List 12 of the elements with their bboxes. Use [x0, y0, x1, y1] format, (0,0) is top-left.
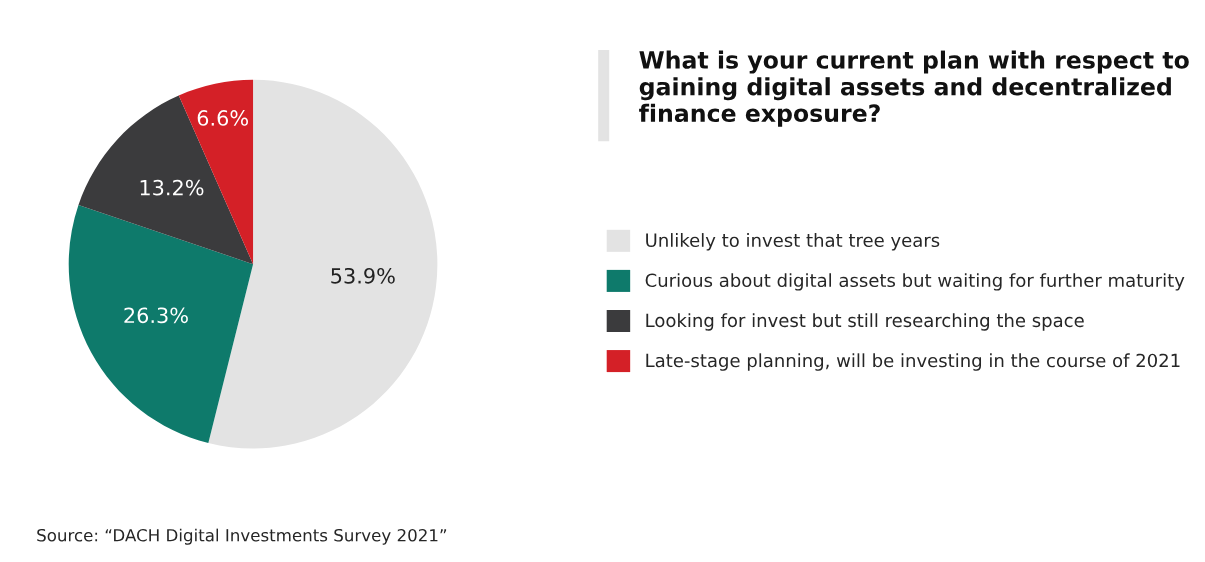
data-label: 53.9%	[331, 267, 395, 284]
legend-label: Unlikely to invest that tree years	[646, 233, 940, 251]
pie-slice	[68, 204, 254, 443]
legend-label: Late-stage planning, will be investing in the course of 2021	[646, 353, 1180, 371]
data-label: 6.6%	[197, 110, 249, 126]
legend-label: Curious about digital assets but waiting for further maturity	[645, 273, 1185, 291]
source-note: Source: “DACH Digital Investments Survey 2021”	[37, 528, 447, 545]
data-label: 13.2%	[140, 179, 204, 196]
pie-slice	[78, 95, 254, 265]
chart-title: What is your current plan with respect to gaining digital assets and decentralized finance exposure?	[639, 50, 1189, 127]
data-label: 26.3%	[124, 307, 188, 324]
legend-label: Looking for invest but still researching the space	[646, 313, 1084, 331]
